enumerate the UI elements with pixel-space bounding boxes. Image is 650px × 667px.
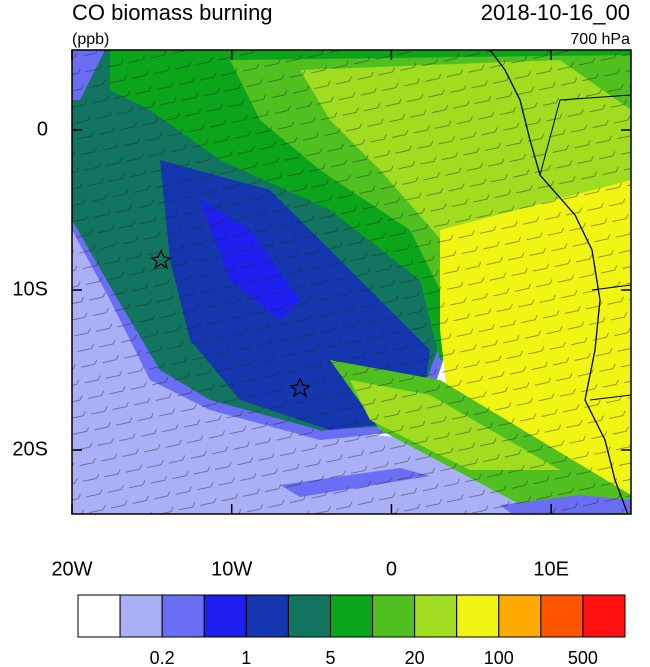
colorbar-box: [119, 594, 163, 638]
colorbar-box: [498, 594, 542, 638]
border: [589, 394, 631, 401]
colorbar-box: [161, 594, 205, 638]
colorbar-label: 20: [405, 648, 425, 667]
colorbar-box: [456, 594, 500, 638]
units: (ppb): [72, 31, 109, 48]
y-tick-label: 20S: [12, 438, 48, 460]
level: 700 hPa: [570, 31, 630, 48]
map-frame: [71, 49, 632, 515]
x-tick-label: 10W: [211, 558, 252, 580]
station-star: [289, 377, 311, 398]
x-tick-label: 20W: [51, 558, 92, 580]
colorbar-label: 0.2: [150, 648, 175, 667]
date: 2018-10-16_00: [481, 0, 630, 25]
colorbar-box: [372, 594, 416, 638]
colorbar-label: 1: [241, 648, 251, 667]
border: [591, 284, 631, 291]
colorbar-box: [414, 594, 458, 638]
x-tick-label: 10E: [533, 558, 569, 580]
colorbar-box: [77, 594, 121, 638]
title: CO biomass burning: [72, 0, 273, 25]
coastline: [489, 50, 629, 514]
x-tick-label: 0: [386, 558, 397, 580]
colorbar-label: 100: [484, 648, 514, 667]
colorbar-box: [203, 594, 247, 638]
colorbar-label: 5: [325, 648, 335, 667]
border: [539, 94, 631, 176]
y-tick-label: 0: [37, 118, 48, 140]
colorbar-box: [329, 594, 374, 638]
co-field: [72, 50, 631, 514]
colorbar-label: 500: [568, 648, 598, 667]
colorbar: 0.2 1 5 20 100 500: [77, 594, 626, 667]
colorbar-box: [540, 594, 584, 638]
station-star: [150, 249, 172, 270]
colorbar-box: [582, 594, 626, 638]
y-tick-label: 10S: [12, 278, 48, 300]
colorbar-box: [287, 594, 331, 638]
axes: 20W 10W 0 10E 0 10S 20S: [12, 50, 631, 580]
colorbar-box: [245, 594, 289, 638]
wind-barbs: [72, 50, 631, 514]
